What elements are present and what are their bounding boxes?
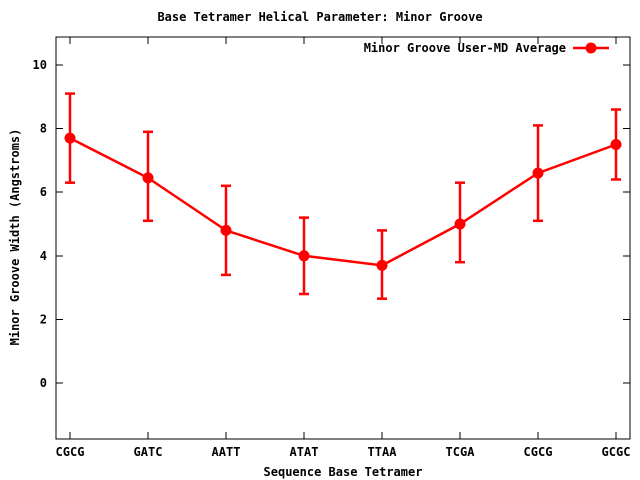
data-point-marker <box>532 167 544 179</box>
data-point-marker <box>298 250 310 262</box>
y-tick-label: 10 <box>33 58 47 72</box>
legend: Minor Groove User-MD Average <box>364 41 609 55</box>
y-tick-label: 0 <box>40 376 47 390</box>
y-tick-labels: 0 2 4 6 8 10 <box>33 58 47 390</box>
x-tick-label: TTAA <box>368 445 398 459</box>
legend-line-marker-icon <box>573 42 609 54</box>
y-tick-label: 2 <box>40 312 47 326</box>
data-point-marker <box>64 132 76 144</box>
data-point-marker <box>454 218 466 230</box>
data-point-marker <box>376 259 388 271</box>
data-point-marker <box>610 139 622 150</box>
plot-border <box>55 36 631 440</box>
x-axis-label: Sequence Base Tetramer <box>263 465 423 479</box>
axis-ticks <box>56 37 630 439</box>
x-tick-label: AATT <box>212 445 241 459</box>
series-line <box>69 136 617 267</box>
x-tick-label: CGCG <box>56 445 85 459</box>
x-tick-label: TCGA <box>446 445 476 459</box>
data-point-marker <box>142 172 154 184</box>
error-bars <box>65 92 621 300</box>
chart-title: Base Tetramer Helical Parameter: Minor G… <box>157 10 483 24</box>
data-points <box>64 132 622 271</box>
data-point-marker <box>220 224 232 236</box>
x-tick-label: ATAT <box>290 445 319 459</box>
x-tick-label: CGCG <box>524 445 553 459</box>
x-tick-labels: CGCG GATC AATT ATAT TTAA TCGA CGCG GCGC <box>56 445 631 459</box>
legend-series-label: Minor Groove User-MD Average <box>363 40 566 55</box>
y-tick-label: 4 <box>40 249 47 263</box>
x-tick-label: GCGC <box>602 445 631 459</box>
y-tick-label: 6 <box>40 185 47 199</box>
y-tick-label: 8 <box>40 122 47 136</box>
x-tick-label: GATC <box>134 445 163 459</box>
